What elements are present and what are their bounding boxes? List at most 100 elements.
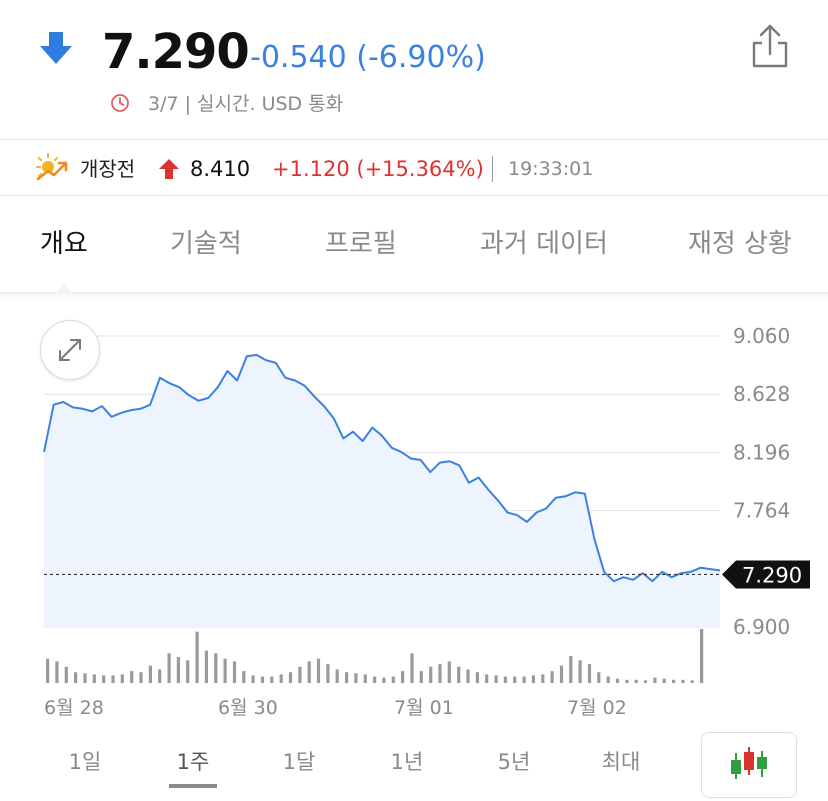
range-selector: 1일 1주 1달 1년 5년 최대 bbox=[0, 730, 828, 798]
volume-bar bbox=[438, 664, 442, 683]
x-tick-label: 6월 30 bbox=[218, 697, 278, 719]
volume-bar bbox=[335, 669, 339, 683]
volume-bar bbox=[83, 673, 87, 683]
tab-technical[interactable]: 기술적 bbox=[170, 229, 242, 259]
volume-bar bbox=[429, 666, 433, 683]
volume-bar bbox=[559, 665, 564, 683]
y-tick-label: 6.900 bbox=[733, 615, 790, 639]
y-tick-label: 9.060 bbox=[733, 324, 790, 348]
volume-bar bbox=[391, 676, 395, 683]
volume-bar bbox=[186, 660, 190, 683]
volume-bar bbox=[64, 666, 68, 683]
volume-bar bbox=[522, 676, 526, 683]
volume-bar bbox=[74, 672, 78, 683]
range-1m[interactable]: 1달 bbox=[282, 750, 316, 774]
volume-bar bbox=[214, 653, 218, 683]
volume-bar bbox=[373, 676, 377, 683]
tab-financials[interactable]: 재정 상황 bbox=[688, 229, 792, 259]
volume-bar bbox=[298, 666, 302, 683]
volume-bar bbox=[681, 679, 685, 683]
volume-bar bbox=[634, 679, 638, 683]
volume-bar bbox=[354, 673, 358, 683]
volume-bar bbox=[130, 671, 134, 683]
volume-bar bbox=[92, 674, 96, 683]
volume-bar bbox=[643, 680, 648, 683]
volume-bar bbox=[260, 676, 265, 683]
volume-bar bbox=[46, 658, 50, 683]
volume-bar bbox=[251, 675, 255, 683]
tab-overview[interactable]: 개요 bbox=[40, 229, 88, 259]
separator bbox=[492, 156, 493, 182]
volume-bar bbox=[223, 658, 227, 683]
volume-bar bbox=[232, 661, 237, 683]
section-tabs: 개요 기술적 프로필 과거 데이터 재정 상황 bbox=[0, 196, 828, 292]
volume-bar bbox=[447, 661, 451, 683]
volume-bar bbox=[363, 674, 367, 683]
divider bbox=[0, 195, 828, 196]
current-price-tag bbox=[722, 560, 810, 589]
range-5y[interactable]: 5년 bbox=[497, 750, 531, 774]
volume-bar bbox=[615, 678, 620, 683]
price-area bbox=[44, 354, 720, 627]
volume-bar bbox=[242, 671, 246, 683]
price-line bbox=[43, 353, 721, 583]
sunrise-icon bbox=[36, 153, 68, 181]
volume-bar bbox=[195, 631, 199, 683]
active-tab-indicator bbox=[54, 284, 74, 294]
tab-profile[interactable]: 프로필 bbox=[325, 229, 397, 259]
premarket-time: 19:33:01 bbox=[508, 158, 594, 180]
volume-bar bbox=[167, 653, 171, 683]
price-chart[interactable]: 9.060 8.628 8.196 7.764 6.900 7.290 6월 28 6월 30… bbox=[0, 300, 828, 730]
range-max[interactable]: 최대 bbox=[601, 750, 641, 774]
clock-icon bbox=[111, 94, 129, 112]
volume-bar bbox=[587, 664, 592, 683]
volume-bar bbox=[120, 674, 124, 683]
expand-chart-button[interactable] bbox=[40, 320, 100, 380]
volume-bar bbox=[466, 669, 470, 683]
range-1y[interactable]: 1년 bbox=[390, 750, 424, 774]
volume-bar bbox=[485, 674, 489, 683]
current-price-label: 7.290 bbox=[742, 563, 802, 587]
range-1d[interactable]: 1일 bbox=[68, 750, 102, 774]
volume-bar bbox=[55, 661, 59, 683]
premarket-row: 개장전 8.410 +1.120 (+15.364%) 19:33:01 bbox=[0, 141, 828, 195]
volume-bar bbox=[662, 678, 666, 683]
x-tick-label: 7월 01 bbox=[394, 697, 454, 719]
volume-bar bbox=[475, 672, 479, 683]
volume-bar bbox=[382, 677, 386, 683]
tabs-shadow bbox=[0, 292, 828, 300]
current-price: 7.290 bbox=[102, 24, 250, 80]
volume-bar bbox=[176, 657, 180, 683]
price-change: -0.540 (-6.90%) bbox=[250, 40, 486, 75]
volume-bar bbox=[410, 653, 414, 683]
share-icon[interactable] bbox=[748, 22, 792, 70]
volume-bar bbox=[316, 658, 321, 683]
volume-bar bbox=[401, 671, 405, 683]
volume-bar bbox=[606, 676, 610, 683]
volume-bar bbox=[158, 669, 162, 683]
x-tick-label: 7월 02 bbox=[567, 697, 627, 719]
y-tick-label: 7.764 bbox=[733, 499, 790, 523]
tab-historical-data[interactable]: 과거 데이터 bbox=[480, 229, 608, 259]
y-tick-label: 8.196 bbox=[733, 440, 790, 464]
volume-bar bbox=[457, 666, 461, 683]
candlestick-icon bbox=[731, 747, 767, 779]
volume-bar bbox=[307, 661, 311, 683]
x-tick-label: 6월 28 bbox=[44, 697, 104, 719]
arrow-up-icon bbox=[159, 159, 179, 179]
candlestick-toggle-button[interactable] bbox=[701, 732, 797, 798]
volume-bar bbox=[419, 671, 423, 683]
quote-meta: 3/7 | 실시간. USD 통화 bbox=[148, 93, 344, 115]
volume-bar bbox=[148, 665, 152, 683]
range-1w[interactable]: 1주 bbox=[176, 750, 210, 774]
premarket-price: 8.410 bbox=[190, 157, 251, 181]
quote-header: 7.290 -0.540 (-6.90%) 3/7 | 실시간. USD 통화 bbox=[0, 0, 828, 140]
volume-bar bbox=[270, 676, 274, 683]
volume-bar bbox=[288, 672, 293, 683]
volume-bar bbox=[279, 674, 283, 683]
volume-bar bbox=[700, 629, 704, 683]
volume-bar bbox=[503, 676, 507, 683]
volume-bar bbox=[111, 675, 115, 683]
expand-icon bbox=[59, 339, 81, 361]
volume-bar bbox=[569, 656, 573, 683]
